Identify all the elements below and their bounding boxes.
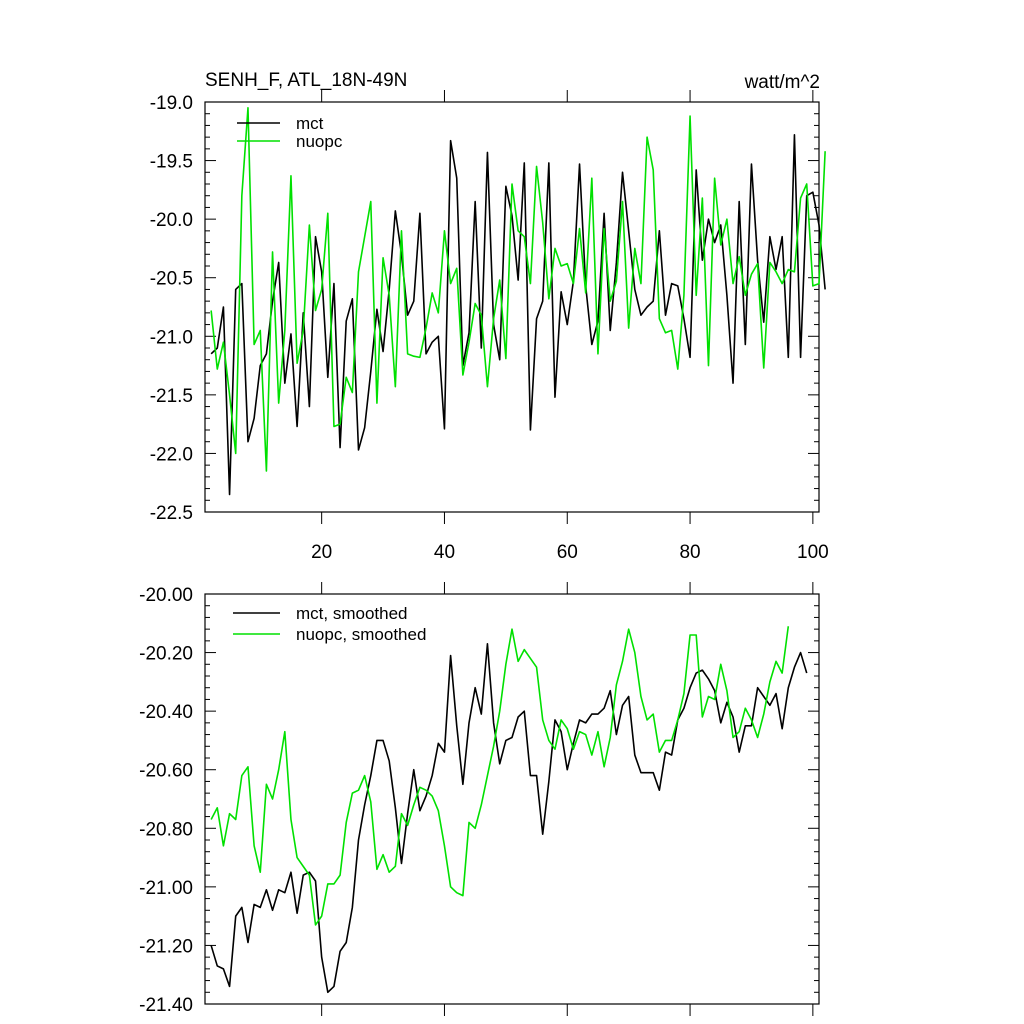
series-group [210, 107, 826, 496]
y-tick-label: -20.00 [139, 585, 193, 606]
x-tick-label: 40 [434, 542, 455, 563]
y-tick-label: -21.0 [150, 327, 193, 348]
x-tick-label: 60 [557, 542, 578, 563]
legend: mct, smoothed nuopc, smoothed [233, 604, 426, 644]
y-tick-label: -22.0 [150, 444, 193, 465]
y-tick-label: -22.5 [150, 503, 193, 524]
series-line-mct-smoothed [210, 642, 808, 994]
y-tick-label: -20.60 [139, 761, 193, 782]
y-tick-label: -20.20 [139, 644, 193, 665]
y-tick-label: -21.5 [150, 386, 193, 407]
series-line-mct [210, 134, 826, 496]
y-tick-label: -21.40 [139, 995, 193, 1016]
series-group [210, 626, 808, 994]
tick-label-group: -19.0 -19.5 -20.0 -20.5 -21.0 -21.5 -22.0 -22.5… [150, 93, 829, 563]
units-label: watt/m^2 [744, 72, 820, 93]
plot-frame [204, 101, 820, 513]
bottom-chart-panel: -20.00 -20.20 -20.40 -20.60 -20.80 -21.00 -21.… [139, 582, 820, 1016]
y-tick-label: -21.20 [139, 936, 193, 957]
top-chart-panel: SENH_F, ATL_18N-49N watt/m^2 -19.0-19.5-… [150, 70, 829, 563]
chart-title: SENH_F, ATL_18N-49N [205, 70, 407, 91]
y-tick-label: -19.0 [150, 93, 193, 114]
tick-label-group: -20.00 -20.20 -20.40 -20.60 -20.80 -21.00 -21.… [139, 585, 193, 1016]
legend: mct nuopc [237, 114, 343, 151]
y-tick-label: -19.5 [150, 152, 193, 173]
legend-label-nuopc-smoothed: nuopc, smoothed [296, 625, 426, 644]
y-tick-label: -21.00 [139, 878, 193, 899]
series-line-nuopc [210, 107, 826, 472]
x-tick-label: 20 [311, 542, 332, 563]
y-tick-label: -20.40 [139, 702, 193, 723]
y-tick-label: -20.80 [139, 819, 193, 840]
tick-group [205, 582, 819, 1016]
legend-label-mct: mct [296, 114, 324, 133]
x-tick-label: 80 [679, 542, 700, 563]
x-tick-label: 100 [797, 542, 829, 563]
y-tick-label: -20.0 [150, 210, 193, 231]
legend-label-mct-smoothed: mct, smoothed [296, 604, 408, 623]
tick-group [205, 90, 819, 524]
y-tick-label: -20.5 [150, 269, 193, 290]
legend-label-nuopc: nuopc [296, 132, 343, 151]
plot-frame [204, 593, 820, 1005]
series-line-nuopc-smoothed [210, 626, 790, 926]
